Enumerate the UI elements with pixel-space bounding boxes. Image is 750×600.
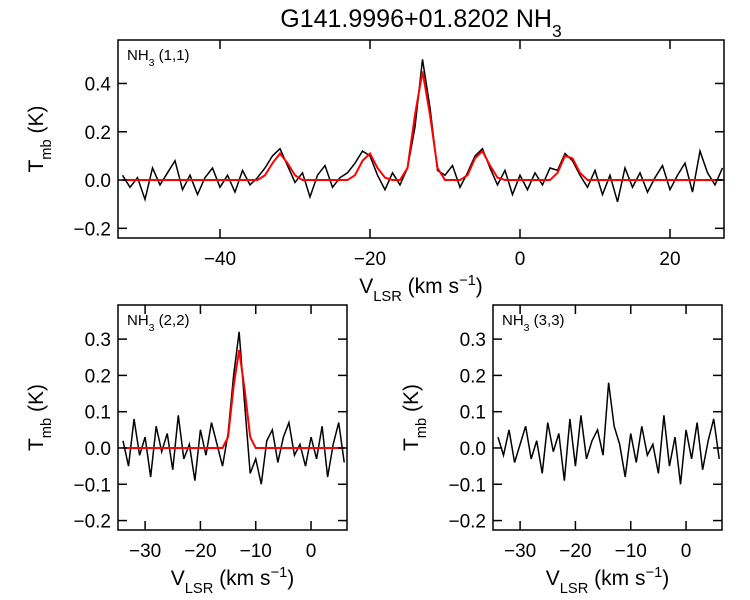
- y-tick-label: 0.0: [85, 439, 111, 460]
- x-tick-label: 0: [515, 249, 526, 270]
- y-axis-label-part: T: [25, 160, 48, 173]
- panel-label: NH3 (1,1): [127, 47, 190, 69]
- panel-label-part: 3: [149, 322, 155, 334]
- y-axis-label: Tmb (K): [25, 384, 55, 451]
- x-axis-label-part: V: [546, 567, 560, 590]
- x-tick-label: −10: [615, 541, 647, 562]
- y-tick-label: −0.1: [448, 475, 486, 496]
- y-tick-label: −0.2: [448, 512, 486, 533]
- x-axis-label-part: ): [662, 567, 669, 590]
- y-tick-label: 0.2: [460, 366, 486, 387]
- x-tick-label: −40: [204, 249, 236, 270]
- panel-label-part: (1,1): [155, 47, 190, 64]
- chart-title: G141.9996+01.8202 NH3: [280, 5, 561, 41]
- y-tick-label: 0.3: [85, 330, 111, 351]
- x-tick-label: −20: [559, 541, 591, 562]
- y-axis-label: Tmb (K): [25, 105, 55, 172]
- x-axis-label-part: (km s: [402, 275, 459, 298]
- panel-label: NH3 (2,2): [127, 312, 190, 334]
- y-axis-label: Tmb (K): [400, 384, 430, 451]
- y-tick-label: 0.1: [85, 403, 111, 424]
- x-axis-label-part: −1: [271, 565, 288, 581]
- x-axis-label-part: (km s: [588, 567, 645, 590]
- y-tick-label: 0.1: [460, 403, 486, 424]
- panel-label: NH3 (3,3): [502, 312, 565, 334]
- x-axis-label-part: ): [287, 567, 294, 590]
- y-tick-label: 0.4: [85, 74, 112, 95]
- x-axis-label-part: LSR: [373, 289, 402, 305]
- y-tick-label: −0.1: [73, 475, 111, 496]
- panel-label-part: NH: [502, 312, 524, 329]
- y-tick-label: 0.0: [460, 439, 486, 460]
- x-tick-label: −10: [240, 541, 272, 562]
- x-tick-label: −20: [184, 541, 216, 562]
- x-axis-label: VLSR (km s−1): [546, 565, 670, 597]
- x-tick-label: −20: [354, 249, 386, 270]
- panel-label-part: NH: [127, 312, 149, 329]
- y-tick-label: −0.2: [73, 219, 111, 240]
- y-axis-label-part: (K): [400, 384, 423, 418]
- x-axis-label-part: V: [171, 567, 185, 590]
- x-axis-label-part: LSR: [560, 581, 589, 597]
- plot-frame: [117, 39, 725, 239]
- x-tick-label: 0: [681, 541, 692, 562]
- chart-title-part: G141.9996+01.8202 NH: [280, 5, 552, 33]
- x-axis-label-part: LSR: [185, 581, 214, 597]
- spectrum-line: [497, 382, 720, 485]
- x-tick-label: −30: [504, 541, 536, 562]
- plot-frame: [117, 304, 348, 531]
- x-axis-label-part: (km s: [213, 567, 270, 590]
- y-tick-label: 0.2: [85, 123, 111, 144]
- x-axis-label-part: −1: [646, 565, 663, 581]
- x-axis-label: VLSR (km s−1): [171, 565, 295, 597]
- x-axis-label-part: V: [359, 275, 373, 298]
- panel-label-part: 3: [149, 57, 155, 69]
- y-tick-label: 0.2: [85, 366, 111, 387]
- x-axis-label-part: ): [476, 275, 483, 298]
- fit-line: [122, 71, 723, 182]
- panel-label-part: 3: [524, 322, 530, 334]
- y-axis-label-part: (K): [25, 105, 48, 139]
- x-tick-label: −30: [129, 541, 161, 562]
- y-axis-label-part: mb: [39, 139, 55, 159]
- y-axis-label-part: (K): [25, 384, 48, 418]
- y-tick-label: 0.0: [85, 171, 111, 192]
- chart-title-part: 3: [552, 21, 562, 41]
- fit-line: [122, 349, 345, 449]
- panel-label-part: (2,2): [155, 312, 190, 329]
- x-tick-label: 20: [659, 249, 680, 270]
- spectrum-line: [122, 331, 345, 485]
- plot-frame: [492, 304, 723, 531]
- panel-label-part: NH: [127, 47, 149, 64]
- y-axis-label-part: mb: [39, 418, 55, 438]
- y-axis-label-part: mb: [414, 418, 430, 438]
- y-tick-label: 0.3: [460, 330, 486, 351]
- x-axis-label: VLSR (km s−1): [359, 273, 483, 305]
- x-tick-label: 0: [306, 541, 317, 562]
- x-axis-label-part: −1: [459, 273, 476, 289]
- panel-label-part: (3,3): [530, 312, 565, 329]
- y-tick-label: −0.2: [73, 512, 111, 533]
- y-axis-label-part: T: [400, 438, 423, 451]
- y-axis-label-part: T: [25, 438, 48, 451]
